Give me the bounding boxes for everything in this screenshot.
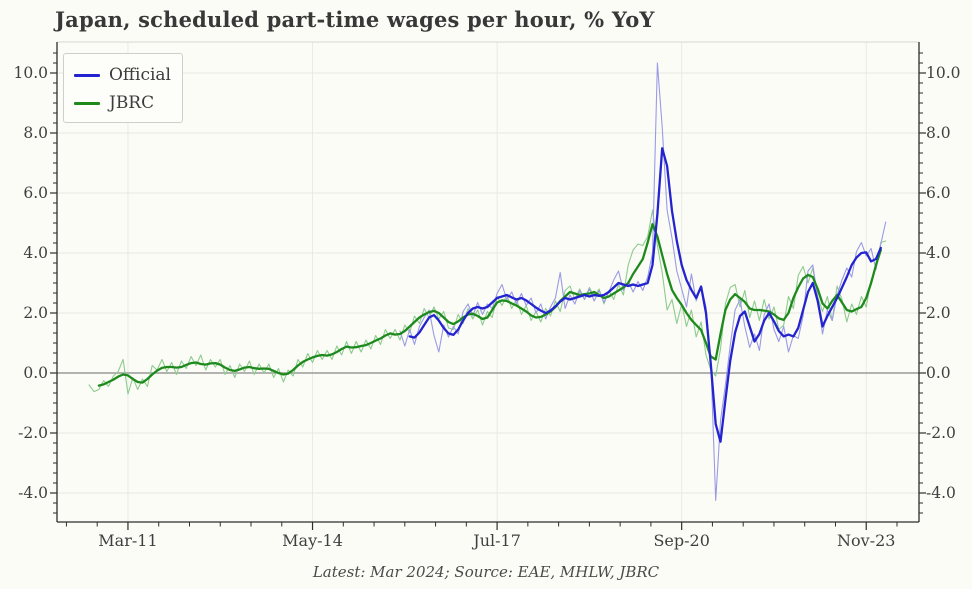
y-tick-label: 10.0 xyxy=(926,64,961,82)
x-tick-label: Mar-11 xyxy=(98,531,158,550)
y-tick-label: -4.0 xyxy=(926,484,956,502)
series-official xyxy=(408,147,882,443)
legend-label-official: Official xyxy=(109,65,171,85)
x-tick-label: Sep-20 xyxy=(653,531,710,550)
chart-title: Japan, scheduled part-time wages per hou… xyxy=(55,7,655,32)
x-tick-label: Jul-17 xyxy=(473,531,521,550)
y-tick-label: 10.0 xyxy=(13,64,48,82)
y-tick-label: 2.0 xyxy=(23,304,48,322)
y-tick-label: 8.0 xyxy=(23,124,48,142)
y-tick-label: 2.0 xyxy=(926,304,951,322)
x-tick-label: May-14 xyxy=(282,531,343,550)
series-jbrc xyxy=(97,223,882,387)
legend-item-jbrc: JBRC xyxy=(74,89,182,117)
legend-line-jbrc-icon xyxy=(74,101,100,105)
y-tick-label: -2.0 xyxy=(926,424,956,442)
y-tick-label: 8.0 xyxy=(926,124,951,142)
y-tick-label: -4.0 xyxy=(18,484,48,502)
legend: Official JBRC xyxy=(63,53,183,123)
series-official-monthly xyxy=(399,62,887,502)
y-tick-label: 6.0 xyxy=(926,184,951,202)
y-tick-label: 0.0 xyxy=(23,364,48,382)
x-tick-label: Nov-23 xyxy=(837,531,896,550)
series-jbrc-monthly xyxy=(88,209,887,395)
y-tick-label: 4.0 xyxy=(23,244,48,262)
y-tick-label: 0.0 xyxy=(926,364,951,382)
y-tick-label: 6.0 xyxy=(23,184,48,202)
chart-footnote: Latest: Mar 2024; Source: EAE, MHLW, JBR… xyxy=(312,563,660,581)
y-tick-label: 4.0 xyxy=(926,244,951,262)
legend-line-official-icon xyxy=(74,73,100,77)
legend-label-jbrc: JBRC xyxy=(109,93,155,113)
y-tick-label: -2.0 xyxy=(18,424,48,442)
legend-item-official: Official xyxy=(74,61,182,89)
